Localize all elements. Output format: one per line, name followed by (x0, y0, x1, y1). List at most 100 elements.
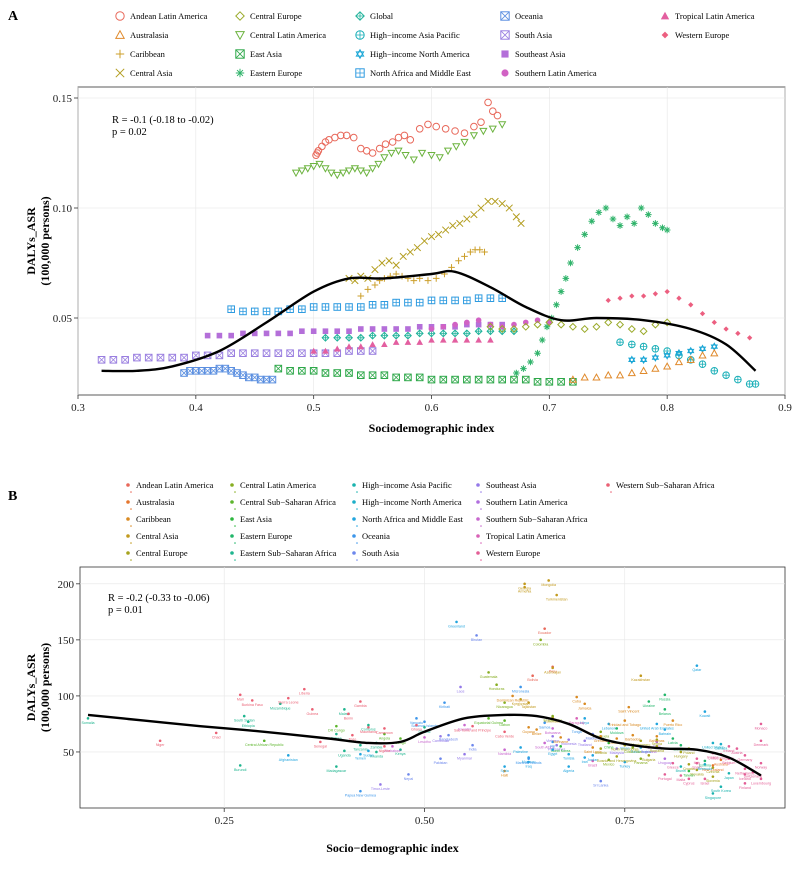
panel-b-point-label: Russia (659, 697, 670, 701)
panel-b-point-canada: Canada (715, 742, 727, 751)
panel-b-point-moldova: Moldova (610, 727, 624, 735)
panel-a-point (557, 378, 565, 386)
legend-marker-western-europe (661, 31, 669, 39)
legend-marker-central-latin-america (234, 31, 246, 41)
panel-a-point (499, 323, 506, 330)
panel-a-point (557, 320, 566, 329)
panel-b-point-papua-new-guinea: Papua New Guinea (345, 789, 376, 798)
panel-b-point-label: Zambia (370, 745, 382, 749)
panel-b-point-label: Bermuda (698, 767, 713, 771)
panel-a-point (484, 98, 492, 107)
panel-a-point (274, 349, 283, 357)
panel-a-point (609, 215, 617, 223)
legend-label-eastern-sub-saharan-africa: Eastern Sub−Saharan Africa (240, 548, 337, 558)
panel-b-point-label: Brunei (676, 769, 687, 773)
panel-a-correlation: R = -0.1 (-0.18 to -0.02) (112, 115, 214, 126)
panel-b-point-label: Burkina Faso (242, 703, 263, 707)
panel-a-point (357, 303, 365, 311)
panel-a-point (333, 333, 342, 342)
legend-label-central-europe: Central Europe (250, 11, 302, 21)
panel-b-point-ireland: Ireland (723, 745, 734, 753)
panel-b-point-kuwait: Kuwait (699, 710, 710, 718)
panel-a-point (315, 160, 324, 169)
panel-b-point-label: Burundi (234, 768, 247, 772)
panel-a-point (356, 167, 365, 175)
panel-b-point-israel: Israel (700, 777, 709, 785)
panel-a-point (345, 303, 353, 311)
panel-a-point (592, 322, 601, 331)
panel-b-point-lesotho: Lesotho (418, 736, 431, 744)
panel-b-point-label: Liberia (299, 692, 310, 696)
panel-a-point (291, 169, 301, 178)
panel-b-point-label: Thailand (578, 743, 592, 747)
panel-b-point-turkmenistan: Turkmenistan (546, 593, 567, 602)
panel-a-point (309, 367, 318, 375)
panel-b-point-bhutan: Bhutan (471, 634, 482, 642)
panel-a-point (297, 167, 307, 175)
panel-a-point (428, 336, 435, 343)
panel-a-point (628, 355, 636, 365)
panel-b-point-rwanda: Rwanda (370, 750, 383, 758)
panel-b-point-label: Lesotho (418, 740, 431, 744)
legend-marker-high-income-asia-pacific (355, 30, 365, 40)
panel-a-point (262, 307, 271, 316)
legend-key-western-europe (476, 551, 482, 561)
panel-b-point-ghana: Ghana (411, 723, 422, 732)
legend-key-central-sub-saharan-africa (230, 500, 236, 510)
legend-label-australasia: Australasia (136, 497, 174, 507)
panel-a-point (487, 336, 494, 343)
legend-marker-central-europe (235, 11, 245, 21)
panel-b-point-label: Jordan (587, 758, 598, 762)
panel-b-point-label: Romania (650, 749, 664, 753)
panel-a-point (651, 345, 660, 353)
panel-a-point (663, 351, 671, 360)
panel-a-point (605, 297, 611, 304)
panel-a-point (380, 301, 389, 309)
panel-a-point (463, 375, 471, 384)
panel-a-point (262, 349, 271, 357)
legend-key-southern-latin-america (476, 500, 482, 510)
panel-b-point-iran: Iran (582, 756, 588, 764)
panel-a-point (616, 320, 625, 329)
panel-a-point (356, 333, 365, 342)
panel-b-point-ukraine: Ukraine (643, 700, 655, 708)
panel-b-point-honduras: Honduras (489, 683, 505, 691)
panel-b-point-label: Saudi Arabia (631, 750, 651, 754)
panel-a-point (416, 338, 424, 345)
panel-b-point-burundi: Burundi (234, 764, 247, 772)
panel-b-point-label: Israel (700, 781, 709, 785)
panel-a-point (204, 332, 211, 339)
panel-b-point-hungary: Hungary (674, 750, 688, 758)
panel-a-point (240, 330, 246, 337)
panel-b-point-label: Belarus (659, 712, 671, 716)
panel-b-plot: 0.25 0.50 0.75 50 100 150 200 Somalia Niger Chad M… (24, 566, 786, 855)
panel-a-point (428, 326, 435, 332)
panel-b-point-label: Barbados (625, 738, 641, 742)
panel-b-point-label: Philippines (548, 748, 566, 752)
panel-b-point-label: Iceland (739, 777, 751, 781)
legend-label-east-asia: East Asia (250, 49, 282, 59)
panel-b-point-label: Haiti (501, 774, 508, 778)
panel-a-point (443, 147, 453, 156)
legend-label-western-sub-saharan-africa: Western Sub−Saharan Africa (616, 480, 715, 490)
panel-b-point-ethiopia: Ethiopia (242, 720, 255, 728)
panel-a-point (517, 219, 525, 228)
panel-b-point-serbia: Serbia (652, 738, 662, 746)
panel-b-point-label: Nigeria (379, 749, 390, 753)
panel-b-point-zimbabwe: Zimbabwe (384, 745, 401, 753)
panel-a-point (404, 338, 412, 345)
panel-b-point-afghanistan: Afghanistan (279, 754, 298, 762)
panel-a-xtick-label: 0.8 (660, 402, 674, 414)
panel-a-pvalue: p = 0.02 (112, 127, 147, 138)
panel-b-pvalue: p = 0.01 (108, 605, 143, 616)
panel-b-legend: Andean Latin America Australasia Caribbean… (126, 480, 715, 561)
panel-b-point-label: Costa Rica (624, 750, 642, 754)
panel-a-point (380, 154, 389, 162)
panel-b-point-label: Saint Lucia (584, 750, 602, 754)
legend-label-eastern-europe: Eastern Europe (240, 531, 292, 541)
panel-b-point-label: Colombia (533, 642, 548, 646)
panel-a-point (663, 226, 671, 234)
panel-a-point (441, 125, 450, 133)
panel-b-point-label: Libya (580, 721, 589, 725)
panel-b-point-label: Poland (683, 751, 694, 755)
